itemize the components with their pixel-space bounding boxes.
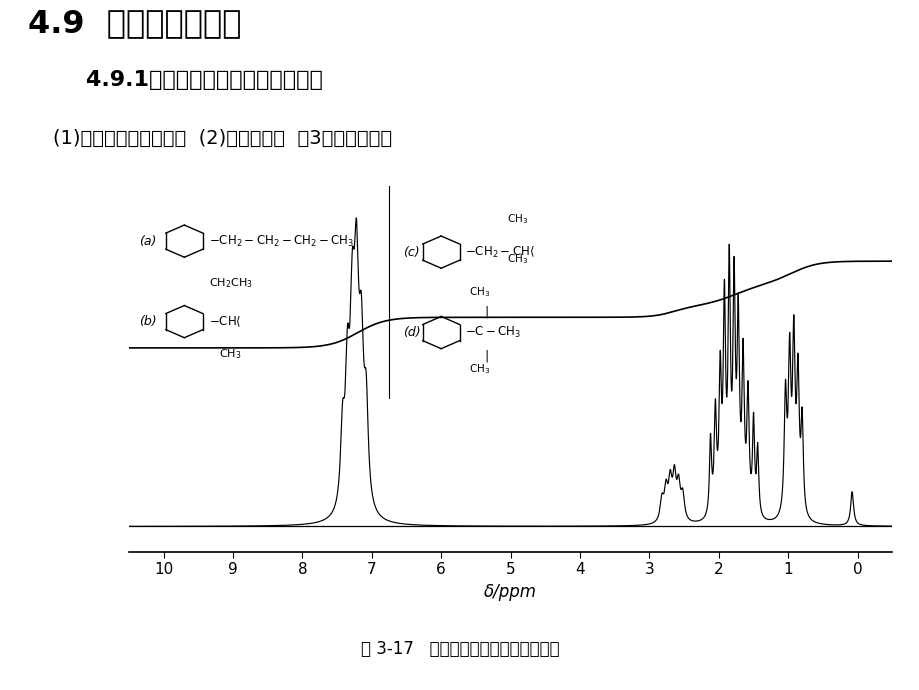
Text: (1)化合物结构的鉴定；  (2)定量分析；  （3）反应动力学: (1)化合物结构的鉴定； (2)定量分析； （3）反应动力学 (28, 129, 391, 148)
Text: 图 3-17   从几种推测结构中判断未知物: 图 3-17 从几种推测结构中判断未知物 (360, 640, 559, 658)
Text: $\mathregular{CH_3}$: $\mathregular{CH_3}$ (219, 348, 242, 362)
Text: (a): (a) (139, 235, 156, 248)
Text: $\mathregular{-CH_2-CH_2-CH_2-CH_3}$: $\mathregular{-CH_2-CH_2-CH_2-CH_3}$ (209, 234, 353, 248)
Text: |: | (484, 306, 488, 319)
Text: $\mathregular{-CH_2-CH\langle}$: $\mathregular{-CH_2-CH\langle}$ (465, 244, 535, 259)
Text: $\mathregular{-CH\langle}$: $\mathregular{-CH\langle}$ (209, 315, 241, 329)
X-axis label: δ/ppm: δ/ppm (483, 583, 537, 601)
Text: $\mathregular{-C-CH_3}$: $\mathregular{-C-CH_3}$ (465, 325, 521, 340)
Text: 4.9  核磁共振的应用: 4.9 核磁共振的应用 (28, 8, 241, 39)
Text: (c): (c) (403, 246, 419, 259)
Text: $\mathregular{CH_3}$: $\mathregular{CH_3}$ (506, 253, 528, 266)
Text: $\mathregular{CH_2CH_3}$: $\mathregular{CH_2CH_3}$ (209, 276, 253, 290)
Text: (d): (d) (403, 326, 420, 339)
Text: (b): (b) (139, 315, 156, 328)
Text: $\mathregular{CH_3}$: $\mathregular{CH_3}$ (506, 213, 528, 226)
Text: |: | (484, 350, 488, 363)
Text: 4.9.1核磁共振在有机化学中的应用: 4.9.1核磁共振在有机化学中的应用 (55, 70, 323, 90)
Text: $\mathregular{CH_3}$: $\mathregular{CH_3}$ (469, 362, 490, 376)
Text: $\mathregular{CH_3}$: $\mathregular{CH_3}$ (469, 286, 490, 299)
